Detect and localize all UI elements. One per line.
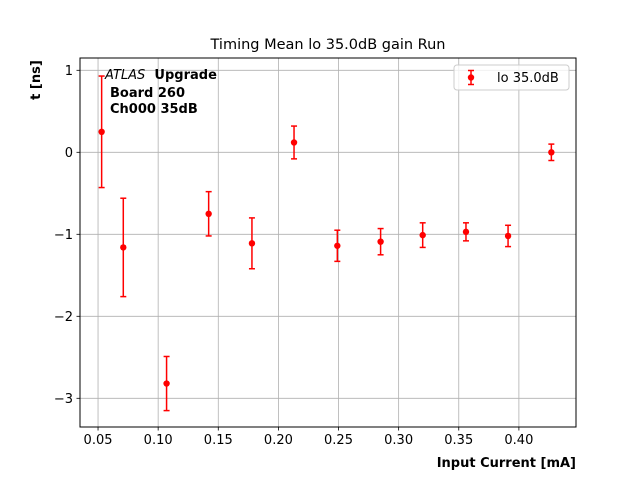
upgrade-text: Upgrade <box>154 68 217 83</box>
point-marker <box>504 232 512 240</box>
board-label: Board 260 <box>110 86 185 101</box>
data-point <box>377 227 384 256</box>
data-point <box>205 190 212 237</box>
grid-lines <box>80 58 576 427</box>
x-tick-label: 0.15 <box>204 433 233 448</box>
legend: lo 35.0dB <box>453 64 570 91</box>
point-marker <box>248 240 256 247</box>
point-marker <box>462 228 470 236</box>
data-point <box>163 355 170 412</box>
x-tick-label: 0.20 <box>264 433 293 448</box>
point-marker <box>290 139 298 146</box>
data-point <box>248 217 256 270</box>
x-tick-label: 0.05 <box>84 433 113 448</box>
point-marker <box>163 380 170 387</box>
y-axis-label: t [ns] <box>29 60 44 100</box>
point-marker <box>334 242 341 249</box>
y-tick-label: −3 <box>54 392 73 407</box>
data-point <box>334 229 341 263</box>
x-tick-label: 0.35 <box>444 433 473 448</box>
point-marker <box>419 231 426 239</box>
legend-label: lo 35.0dB <box>497 71 559 86</box>
data-point <box>462 222 470 242</box>
atlas-upgrade-label: ATLAS Upgrade <box>104 68 217 83</box>
atlas-text: ATLAS <box>104 68 145 83</box>
data-point <box>548 143 555 162</box>
point-marker <box>548 149 555 156</box>
x-axis-label: Input Current [mA] <box>437 456 576 471</box>
legend-box <box>453 64 570 91</box>
x-tick-label: 0.30 <box>384 433 413 448</box>
channel-label: Ch000 35dB <box>110 102 198 117</box>
data-point <box>504 224 512 248</box>
x-tick-label: 0.10 <box>144 433 173 448</box>
point-marker <box>98 128 105 135</box>
y-tick-label: 0 <box>65 146 73 161</box>
x-tick-label: 0.40 <box>504 433 533 448</box>
y-tick-label: −1 <box>54 228 73 243</box>
data-point <box>98 75 105 189</box>
x-tick-label: 0.25 <box>324 433 353 448</box>
legend-point <box>467 74 475 81</box>
data-series <box>98 75 555 412</box>
data-point <box>120 197 127 298</box>
y-tick-label: 1 <box>65 64 73 79</box>
legend-marker <box>467 69 475 86</box>
data-point <box>419 222 426 249</box>
chart-title: Timing Mean lo 35.0dB gain Run <box>210 37 446 53</box>
plot-area-frame <box>79 57 577 428</box>
point-marker <box>205 210 212 217</box>
data-point <box>290 125 298 160</box>
point-marker <box>120 244 127 251</box>
y-tick-label: −2 <box>54 310 73 325</box>
axis-ticks: 0.05 0.10 0.15 0.20 0.25 0.30 0.35 0.40 1 0 −1 −2 −3 <box>54 64 534 448</box>
atlas-annotation: ATLAS Upgrade Board 260 Ch000 35dB <box>104 68 217 117</box>
point-marker <box>377 238 384 245</box>
